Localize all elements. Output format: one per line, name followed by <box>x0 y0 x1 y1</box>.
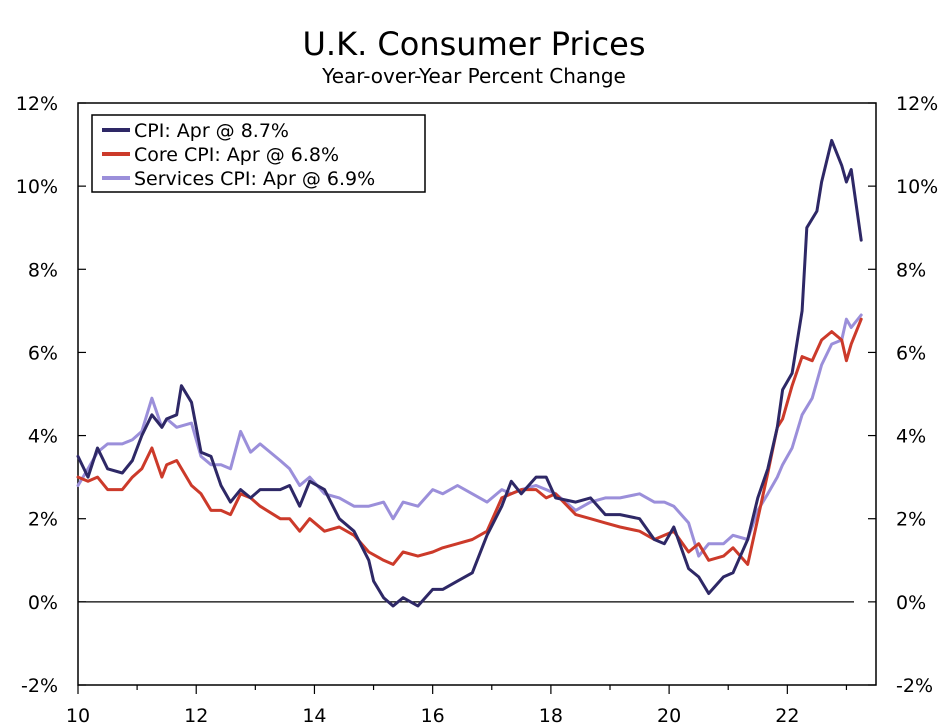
legend: CPI: Apr @ 8.7%Core CPI: Apr @ 6.8%Servi… <box>91 114 426 193</box>
y-tick-label-left: 6% <box>28 342 58 364</box>
y-tick-label-left: 2% <box>28 509 58 531</box>
y-tick-label-right: 0% <box>896 592 926 614</box>
chart-title: U.K. Consumer Prices <box>303 25 646 63</box>
y-tick-label-right: 6% <box>896 342 926 364</box>
y-tick-label-left: 8% <box>28 259 58 281</box>
y-tick-label-right: 12% <box>896 93 938 115</box>
y-tick-label-left: 10% <box>16 176 58 198</box>
y-tick-label-right: 10% <box>896 176 938 198</box>
x-tick-label: 10 <box>66 705 90 727</box>
legend-label-2: Services CPI: Apr @ 6.9% <box>134 168 375 190</box>
x-tick-label: 12 <box>184 705 208 727</box>
y-tick-label-left: -2% <box>21 675 58 697</box>
y-tick-label-left: 12% <box>16 93 58 115</box>
x-tick-label: 20 <box>657 705 681 727</box>
x-tick-label: 16 <box>421 705 445 727</box>
legend-box <box>91 114 426 193</box>
x-tick-label: 22 <box>775 705 799 727</box>
series-line-1 <box>76 317 863 566</box>
y-tick-label-right: 2% <box>896 509 926 531</box>
y-tick-label-right: 8% <box>896 259 926 281</box>
x-tick-label: 18 <box>539 705 563 727</box>
series-line-0 <box>76 138 863 608</box>
y-tick-label-right: -2% <box>896 675 933 697</box>
plot-frame <box>77 102 877 686</box>
x-tick-label: 14 <box>302 705 326 727</box>
y-tick-label-left: 0% <box>28 592 58 614</box>
legend-label-0: CPI: Apr @ 8.7% <box>134 120 289 142</box>
axes-layer: -2% -2% 0% 0% 2% 2% 4% 4% 6% 6% 8% 8% 10% 10% 12% 12% 10… <box>16 93 938 727</box>
y-tick-label-left: 4% <box>28 426 58 448</box>
legend-label-1: Core CPI: Apr @ 6.8% <box>134 144 339 166</box>
series-line-2 <box>76 313 863 558</box>
series-layer <box>76 138 863 608</box>
chart-subtitle: Year-over-Year Percent Change <box>321 64 626 88</box>
y-tick-label-right: 4% <box>896 426 926 448</box>
